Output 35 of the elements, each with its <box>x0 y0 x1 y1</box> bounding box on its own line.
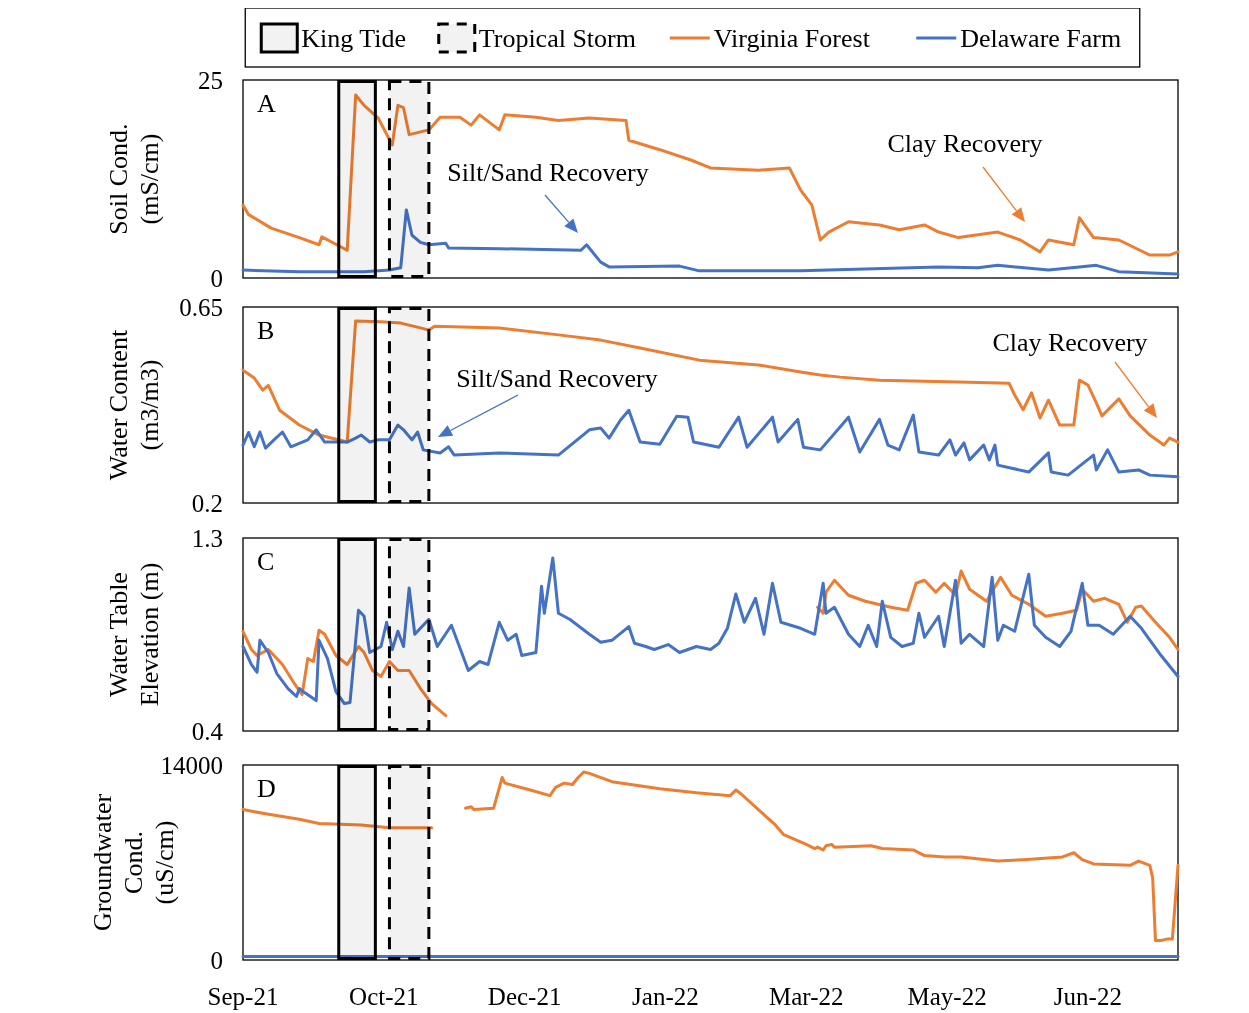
annotation: Silt/Sand Recovery <box>447 158 649 188</box>
annotation: Clay Recovery <box>887 129 1043 159</box>
x-tick-label: Oct-21 <box>349 983 419 1010</box>
y-tick-label: 14000 <box>160 751 223 779</box>
chart-title: B <box>257 316 275 345</box>
line-series <box>241 208 1180 276</box>
y-tick-label: 0 <box>210 264 223 292</box>
y-axis-title: Groundwater Cond. (uS/cm) <box>88 793 179 932</box>
y-axis-title: Soil Cond. (mS/cm) <box>103 123 164 235</box>
legend-label: King Tide <box>301 24 407 54</box>
y-tick-label: 0.2 <box>191 489 223 517</box>
legend-label: Tropical Storm <box>478 24 636 54</box>
line-series <box>241 408 1180 479</box>
y-axis-title: Water Table Elevation (m) <box>103 562 164 707</box>
chart-title: A <box>257 89 276 118</box>
y-tick-label: 1.3 <box>191 524 223 552</box>
y-tick-label: 0 <box>210 946 223 974</box>
legend-label: Virginia Forest <box>713 24 871 54</box>
y-tick-label: 0.65 <box>179 293 223 321</box>
y-tick-label: 0.4 <box>191 717 224 745</box>
x-tick-label: Sep-21 <box>207 983 279 1010</box>
legend-label: Delaware Farm <box>960 24 1122 54</box>
y-axis-title: Water Content (m3/m3) <box>103 329 164 481</box>
annotation: Silt/Sand Recovery <box>456 364 658 394</box>
line-series <box>241 93 1180 257</box>
chart-title: C <box>257 547 275 576</box>
chart-title: D <box>257 774 276 803</box>
x-tick-label: May-22 <box>907 983 987 1010</box>
y-tick-label: 25 <box>198 66 223 94</box>
x-tick-label: Dec-21 <box>487 983 562 1010</box>
x-tick-label: Mar-22 <box>769 983 844 1010</box>
x-tick-label: Jan-22 <box>632 983 699 1010</box>
annotation: Clay Recovery <box>992 328 1148 358</box>
x-tick-label: Jun-22 <box>1053 983 1122 1010</box>
line-series <box>241 319 1180 447</box>
